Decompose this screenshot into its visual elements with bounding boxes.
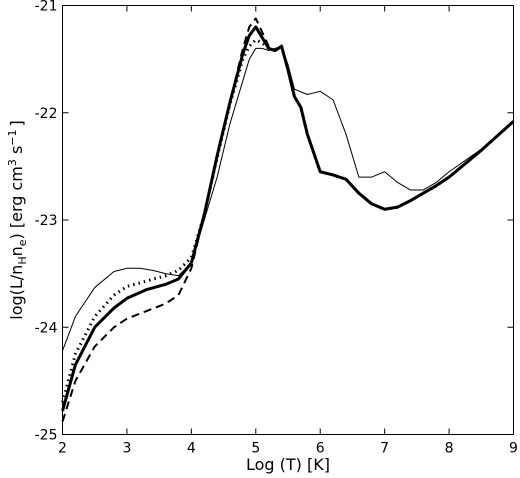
series-line-dotted: [61, 38, 515, 403]
y-axis-label: log(L/nHne) [erg cm3 s−1]: [6, 120, 29, 320]
y-tick-label: -21: [35, 0, 58, 15]
series-line-thick-solid: [61, 25, 515, 412]
y-label-suffix: ) [erg cm: [7, 166, 26, 239]
y-label-sub-e: e: [16, 239, 29, 246]
x-tick-label: 9: [509, 441, 518, 457]
ticks-layer: 2 3 4 5 6 7 8 9 -25 -24 -23 -22 -21: [35, 0, 518, 457]
x-tick-label: 2: [58, 441, 67, 457]
series-line-dashed: [61, 17, 515, 422]
y-label-mid: n: [7, 246, 26, 256]
x-tick-label: 4: [187, 441, 196, 457]
x-tick-label: 5: [251, 441, 260, 457]
y-label-sup-minus1: −1: [6, 129, 19, 145]
series-layer: [61, 17, 515, 422]
y-label-s: s: [7, 146, 26, 159]
y-tick-label: -22: [35, 106, 58, 122]
y-label-sub-h: H: [16, 256, 29, 264]
x-tick-label: 3: [122, 441, 131, 457]
y-tick-label: -25: [35, 428, 58, 444]
series-line-thin-solid: [62, 45, 514, 352]
plot-frame: [62, 5, 514, 435]
y-label-prefix: log(L/n: [7, 265, 26, 320]
y-tick-label: -23: [35, 213, 58, 229]
y-tick-label: -24: [35, 320, 58, 336]
x-tick-label: 7: [380, 441, 389, 457]
x-tick-label: 6: [316, 441, 325, 457]
y-label-end: ]: [7, 120, 26, 126]
x-axis-label: Log (T) [K]: [246, 455, 330, 474]
x-tick-label: 8: [445, 441, 454, 457]
y-label-sup-3: 3: [6, 159, 19, 166]
